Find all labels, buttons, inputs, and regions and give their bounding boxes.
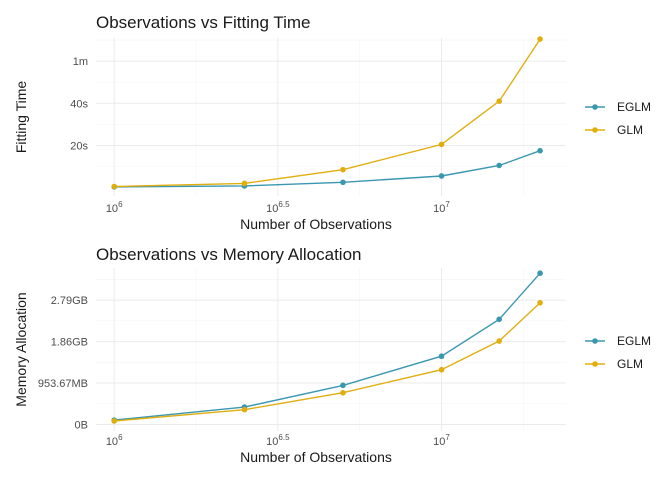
chart-title: Observations vs Fitting Time xyxy=(96,13,310,32)
series-line-glm xyxy=(114,38,541,188)
legend-label: GLM xyxy=(617,123,643,137)
data-point-glm xyxy=(340,166,346,173)
data-point-glm xyxy=(438,141,445,148)
x-tick-label: 106 xyxy=(106,200,123,215)
series-line-eglm xyxy=(114,150,541,188)
data-point-eglm xyxy=(340,179,346,186)
legend-item-eglm: EGLM xyxy=(585,100,651,114)
data-point-glm xyxy=(111,418,117,424)
chart-panel-1: 106 106.5 107 20s 40s 1m Observations vs Fitti… xyxy=(13,13,651,232)
legend-key-point xyxy=(592,338,598,344)
series-line-glm xyxy=(114,302,541,422)
y-tick-label: 40s xyxy=(70,98,88,110)
legend-key-point xyxy=(592,361,598,367)
data-point-glm xyxy=(111,183,117,190)
y-tick-label: 1.86GB xyxy=(51,337,88,349)
y-tick-label: 953.67MB xyxy=(38,378,88,390)
legend-label: EGLM xyxy=(617,100,651,114)
y-axis-title: Fitting Time xyxy=(13,81,29,154)
legend-item-glm: GLM xyxy=(585,357,643,371)
data-point-glm xyxy=(496,98,502,104)
legend-key-point xyxy=(592,104,598,110)
y-tick-label: 0B xyxy=(75,419,88,431)
y-axis-title: Memory Allocation xyxy=(13,292,29,406)
x-tick-label: 106.5 xyxy=(266,200,290,215)
x-axis-title: Number of Observations xyxy=(240,216,392,232)
x-tick-label: 107 xyxy=(433,433,450,448)
legend-label: EGLM xyxy=(617,334,651,348)
data-point-eglm xyxy=(537,147,543,154)
data-point-eglm xyxy=(496,316,502,323)
legend: EGLM GLM xyxy=(585,334,651,371)
x-tick-label: 106 xyxy=(106,433,123,448)
y-tick-label: 1m xyxy=(73,56,88,68)
legend-label: GLM xyxy=(617,357,643,371)
x-tick-label: 106.5 xyxy=(266,433,290,448)
data-point-glm xyxy=(340,389,346,396)
y-tick-label: 20s xyxy=(70,140,88,152)
chart-panel-2: 106 106.5 107 0B 953.67MB 1.86GB 2.79GB Observa… xyxy=(13,245,651,465)
data-point-eglm xyxy=(340,382,346,389)
legend: EGLM GLM xyxy=(585,100,651,137)
legend-item-glm: GLM xyxy=(585,123,643,137)
data-point-glm xyxy=(496,338,502,344)
data-point-eglm xyxy=(438,173,445,179)
data-point-glm xyxy=(241,406,248,413)
data-point-glm xyxy=(537,299,543,306)
y-tick-label: 2.79GB xyxy=(51,295,88,307)
legend-key-point xyxy=(592,127,598,133)
legend-item-eglm: EGLM xyxy=(585,334,651,348)
data-point-eglm xyxy=(438,353,445,360)
chart-title: Observations vs Memory Allocation xyxy=(96,245,362,264)
data-point-eglm xyxy=(537,270,543,277)
data-point-glm xyxy=(537,36,543,42)
data-point-eglm xyxy=(496,162,502,169)
data-point-glm xyxy=(241,180,248,187)
series-line-eglm xyxy=(114,272,541,421)
x-tick-label: 107 xyxy=(433,200,450,215)
data-point-glm xyxy=(438,366,445,373)
x-axis-title: Number of Observations xyxy=(240,449,392,465)
